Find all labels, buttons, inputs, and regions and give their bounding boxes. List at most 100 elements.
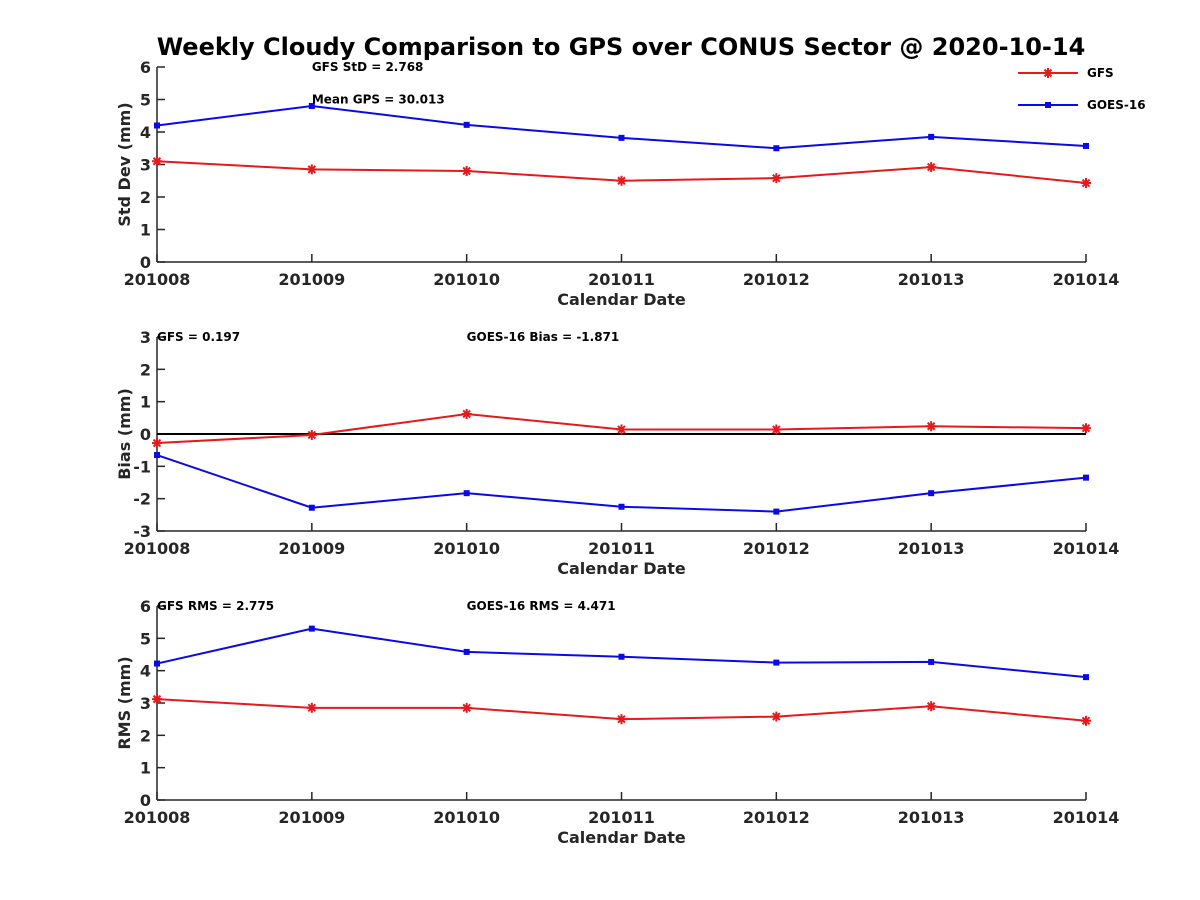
data-point-gfs-201008 xyxy=(152,156,162,167)
x-tick-label: 201009 xyxy=(278,270,345,289)
x-tick-label: 201014 xyxy=(1053,270,1120,289)
data-point-goes-16-201013 xyxy=(928,658,935,665)
x-tick-label: 201011 xyxy=(588,539,655,558)
data-point-gfs-201012-stroke-3 xyxy=(772,173,781,183)
figure-title: Weekly Cloudy Comparison to GPS over CON… xyxy=(157,33,1086,61)
data-point-goes-16-201008 xyxy=(154,660,160,667)
annotation: GFS = 0.197 xyxy=(157,330,240,344)
y-tick-label: 1 xyxy=(140,221,151,240)
series-line-goes-16 xyxy=(156,627,1087,679)
y-tick-label: 6 xyxy=(140,58,151,77)
panel-2: -3 -2 -1 0 1 2 3 201008 201009 201010 201011 201012… xyxy=(115,328,1119,578)
y-tick-label: -1 xyxy=(133,457,151,476)
data-point-gfs-201008-stroke-3 xyxy=(152,694,162,704)
data-point-gfs-201013 xyxy=(926,701,937,712)
data-point-gfs-201013 xyxy=(926,421,937,432)
x-tick-label: 201014 xyxy=(1053,808,1120,827)
series-goes-16 xyxy=(154,452,1089,515)
x-tick-label: 201013 xyxy=(898,270,965,289)
data-point-gfs-201014-stroke-3 xyxy=(1081,423,1091,433)
data-point-gfs-201008 xyxy=(152,694,162,705)
data-point-goes-16-201008 xyxy=(154,452,160,459)
y-tick-label: -3 xyxy=(133,522,151,541)
data-point-gfs-201013 xyxy=(926,162,937,173)
x-tick-label: 201011 xyxy=(588,808,655,827)
legend-label: GFS xyxy=(1087,66,1114,80)
data-point-gfs-201011 xyxy=(616,424,627,435)
data-point-goes-16-201013 xyxy=(928,490,935,497)
x-tick-label: 201010 xyxy=(433,539,500,558)
y-tick-label: 1 xyxy=(140,393,151,412)
series-gfs xyxy=(152,694,1091,726)
y-tick-label: 6 xyxy=(140,597,151,616)
data-point-gfs-201012-stroke-3 xyxy=(772,425,781,434)
x-tick-label: 201010 xyxy=(433,270,500,289)
data-point-goes-16-201011 xyxy=(618,653,625,660)
data-point-goes-16-201014 xyxy=(1083,474,1089,481)
data-point-gfs-201009-stroke-3 xyxy=(307,165,317,174)
data-point-gfs-201010 xyxy=(461,166,472,176)
data-point-gfs-201010-stroke-3 xyxy=(462,166,471,176)
data-point-gfs-201011 xyxy=(616,175,627,186)
data-point-gfs-201014 xyxy=(1081,423,1091,434)
legend-label: GOES-16 xyxy=(1087,98,1146,112)
data-point-goes-16-201008 xyxy=(154,122,160,129)
data-point-gfs-201011-stroke-3 xyxy=(617,176,626,185)
data-point-goes-16-201009 xyxy=(308,504,315,511)
y-axis-label: RMS (mm) xyxy=(115,656,134,749)
x-axis-label: Calendar Date xyxy=(557,559,686,578)
x-tick-label: 201008 xyxy=(124,808,191,827)
x-axis-label: Calendar Date xyxy=(557,828,686,847)
x-tick-label: 201013 xyxy=(898,808,965,827)
data-point-goes-16-201011 xyxy=(618,134,625,141)
data-point-gfs-201013-stroke-3 xyxy=(926,702,936,711)
legend-entry-goes-16: GOES-16 xyxy=(1018,98,1146,112)
data-point-goes-16-201011 xyxy=(618,503,625,510)
series-goes-16 xyxy=(154,103,1089,152)
data-point-gfs-201014 xyxy=(1081,715,1091,726)
data-point-gfs-201014 xyxy=(1081,178,1091,189)
y-tick-label: 1 xyxy=(140,759,151,778)
data-point-goes-16-201010 xyxy=(463,490,470,497)
data-point-goes-16-201009 xyxy=(308,625,315,632)
annotation: GOES-16 Bias = -1.871 xyxy=(467,330,620,344)
legend-marker xyxy=(1043,68,1053,78)
annotation: GFS StD = 2.768 xyxy=(312,60,424,74)
y-tick-label: 5 xyxy=(140,629,151,648)
legend-entry-gfs: GFS xyxy=(1018,66,1114,80)
series-line-goes-16 xyxy=(156,454,1087,513)
data-point-goes-16-201009 xyxy=(308,103,315,109)
series-goes-16 xyxy=(154,625,1089,681)
data-point-gfs-201008-stroke-3 xyxy=(152,157,162,166)
data-point-gfs-201012 xyxy=(771,424,782,435)
data-point-gfs-201013-stroke-3 xyxy=(926,422,936,431)
x-tick-label: 201010 xyxy=(433,808,500,827)
legend-marker-stroke-3 xyxy=(1043,68,1053,78)
y-tick-label: 3 xyxy=(140,156,151,175)
y-tick-label: 3 xyxy=(140,694,151,713)
x-tick-label: 201011 xyxy=(588,270,655,289)
data-point-gfs-201009-stroke-3 xyxy=(307,430,317,440)
x-tick-label: 201012 xyxy=(743,808,810,827)
y-axis-label: Std Dev (mm) xyxy=(115,102,134,226)
data-point-goes-16-201012 xyxy=(773,659,780,666)
data-point-gfs-201009 xyxy=(306,702,317,713)
data-point-goes-16-201012 xyxy=(773,508,780,515)
x-tick-label: 201013 xyxy=(898,539,965,558)
data-point-gfs-201010-stroke-3 xyxy=(462,409,471,419)
data-point-gfs-201012 xyxy=(771,173,782,184)
x-tick-label: 201008 xyxy=(124,539,191,558)
data-point-goes-16-201010 xyxy=(463,648,470,655)
data-point-gfs-201010 xyxy=(461,702,472,713)
data-point-gfs-201014-stroke-3 xyxy=(1081,716,1091,725)
y-tick-label: 0 xyxy=(140,791,151,810)
y-axis-label: Bias (mm) xyxy=(115,388,134,480)
y-tick-label: 3 xyxy=(140,328,151,347)
x-tick-label: 201009 xyxy=(278,808,345,827)
data-point-gfs-201012 xyxy=(771,711,782,722)
x-tick-label: 201009 xyxy=(278,539,345,558)
y-tick-label: 5 xyxy=(140,91,151,110)
data-point-goes-16-201012 xyxy=(773,145,780,152)
